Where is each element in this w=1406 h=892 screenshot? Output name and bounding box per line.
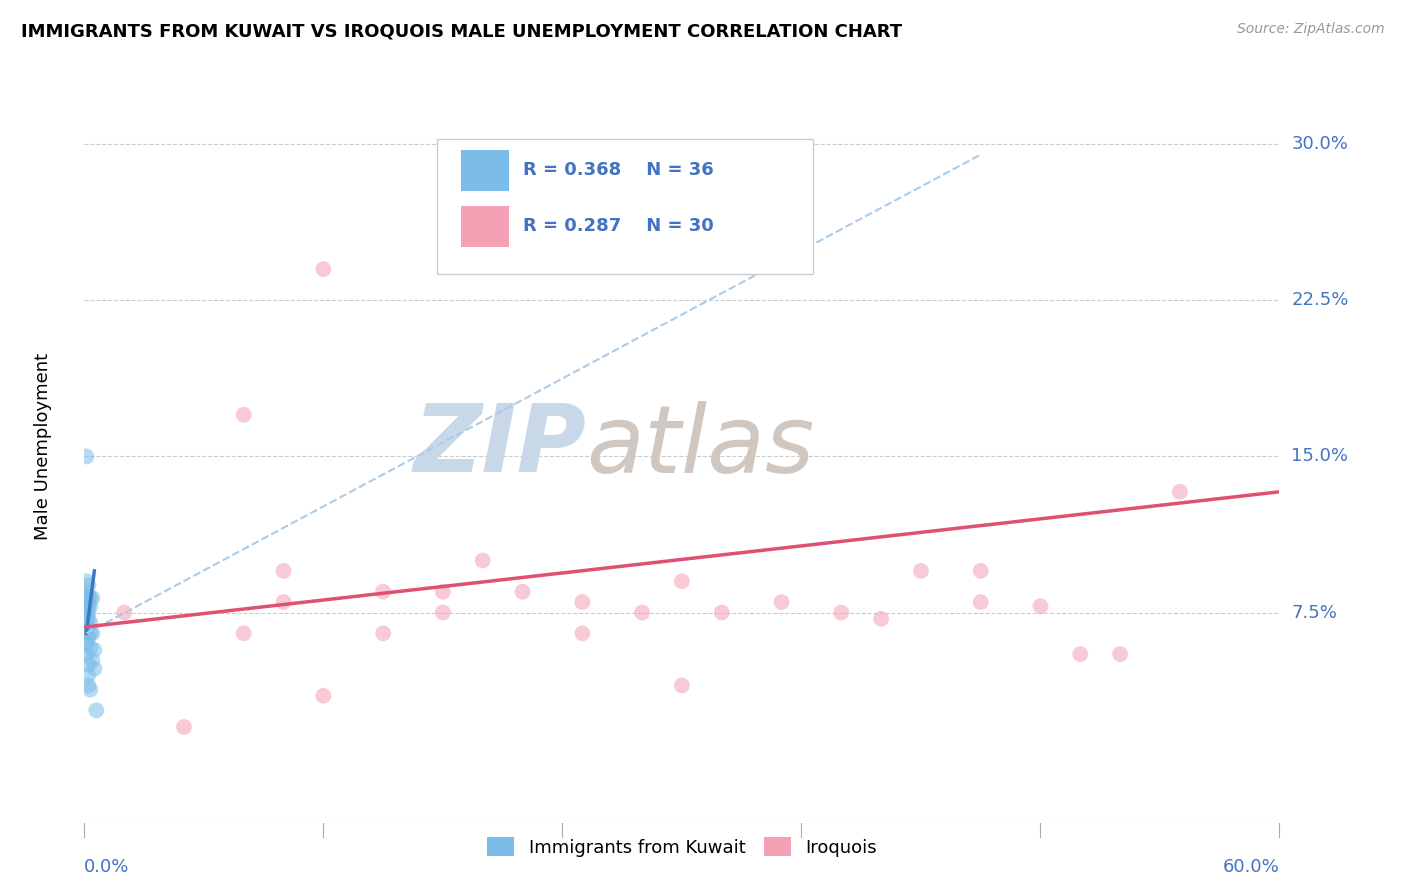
Point bbox=[432, 606, 454, 620]
Text: Source: ZipAtlas.com: Source: ZipAtlas.com bbox=[1237, 22, 1385, 37]
Point bbox=[75, 647, 97, 661]
Text: ZIP: ZIP bbox=[413, 400, 586, 492]
Point bbox=[79, 682, 101, 697]
Point bbox=[75, 626, 97, 640]
Point bbox=[79, 599, 101, 614]
Text: 15.0%: 15.0% bbox=[1292, 448, 1348, 466]
Text: 30.0%: 30.0% bbox=[1292, 136, 1348, 153]
Point bbox=[77, 620, 100, 634]
Point bbox=[232, 626, 254, 640]
Text: 0.0%: 0.0% bbox=[84, 858, 129, 876]
Point bbox=[173, 720, 195, 734]
Point bbox=[77, 612, 100, 626]
Point bbox=[970, 564, 993, 578]
Point bbox=[1069, 647, 1091, 661]
Point bbox=[870, 612, 893, 626]
Point bbox=[1029, 599, 1052, 614]
Point bbox=[970, 595, 993, 609]
Point bbox=[770, 595, 793, 609]
Point bbox=[77, 599, 100, 614]
Point bbox=[77, 595, 100, 609]
Point bbox=[79, 615, 101, 630]
Point bbox=[273, 564, 295, 578]
Point bbox=[1168, 484, 1191, 499]
Legend: Immigrants from Kuwait, Iroquois: Immigrants from Kuwait, Iroquois bbox=[479, 830, 884, 864]
Point bbox=[75, 609, 97, 624]
Point bbox=[312, 689, 335, 703]
Point bbox=[571, 595, 593, 609]
Point bbox=[1109, 647, 1132, 661]
Point bbox=[79, 640, 101, 655]
Point bbox=[83, 662, 105, 676]
Point bbox=[77, 668, 100, 682]
Point bbox=[77, 606, 100, 620]
Point bbox=[671, 678, 693, 692]
Point bbox=[710, 606, 733, 620]
Text: 7.5%: 7.5% bbox=[1292, 604, 1337, 622]
Point bbox=[77, 589, 100, 603]
Point bbox=[75, 637, 97, 651]
Point bbox=[312, 262, 335, 277]
Text: 22.5%: 22.5% bbox=[1292, 292, 1348, 310]
Point bbox=[910, 564, 932, 578]
Point bbox=[512, 584, 534, 599]
Point bbox=[77, 631, 100, 645]
Point bbox=[75, 591, 97, 605]
Point bbox=[82, 653, 104, 667]
Text: Male Unemployment: Male Unemployment bbox=[34, 352, 52, 540]
Point bbox=[830, 606, 852, 620]
Point bbox=[75, 574, 97, 589]
FancyBboxPatch shape bbox=[461, 150, 509, 191]
Text: R = 0.287    N = 30: R = 0.287 N = 30 bbox=[523, 218, 714, 235]
Point bbox=[82, 626, 104, 640]
Point bbox=[373, 584, 395, 599]
Point bbox=[112, 606, 135, 620]
Point bbox=[75, 595, 97, 609]
Point bbox=[75, 450, 97, 464]
Point bbox=[86, 703, 108, 717]
Point bbox=[671, 574, 693, 589]
Point bbox=[75, 599, 97, 614]
Point bbox=[631, 606, 654, 620]
Point bbox=[75, 620, 97, 634]
Point bbox=[82, 591, 104, 605]
Point bbox=[373, 626, 395, 640]
Text: atlas: atlas bbox=[586, 401, 814, 491]
Point bbox=[273, 595, 295, 609]
Point bbox=[232, 408, 254, 422]
Text: IMMIGRANTS FROM KUWAIT VS IROQUOIS MALE UNEMPLOYMENT CORRELATION CHART: IMMIGRANTS FROM KUWAIT VS IROQUOIS MALE … bbox=[21, 22, 903, 40]
Point bbox=[79, 626, 101, 640]
Text: R = 0.368    N = 36: R = 0.368 N = 36 bbox=[523, 161, 714, 179]
Point bbox=[77, 657, 100, 672]
Point bbox=[75, 584, 97, 599]
FancyBboxPatch shape bbox=[461, 206, 509, 247]
Point bbox=[571, 626, 593, 640]
Point bbox=[432, 584, 454, 599]
Point bbox=[75, 606, 97, 620]
Point bbox=[75, 615, 97, 630]
Text: 60.0%: 60.0% bbox=[1223, 858, 1279, 876]
Point bbox=[79, 591, 101, 605]
Point bbox=[77, 678, 100, 692]
Point bbox=[77, 578, 100, 592]
Point bbox=[83, 643, 105, 657]
Point bbox=[471, 553, 494, 567]
FancyBboxPatch shape bbox=[437, 139, 814, 274]
